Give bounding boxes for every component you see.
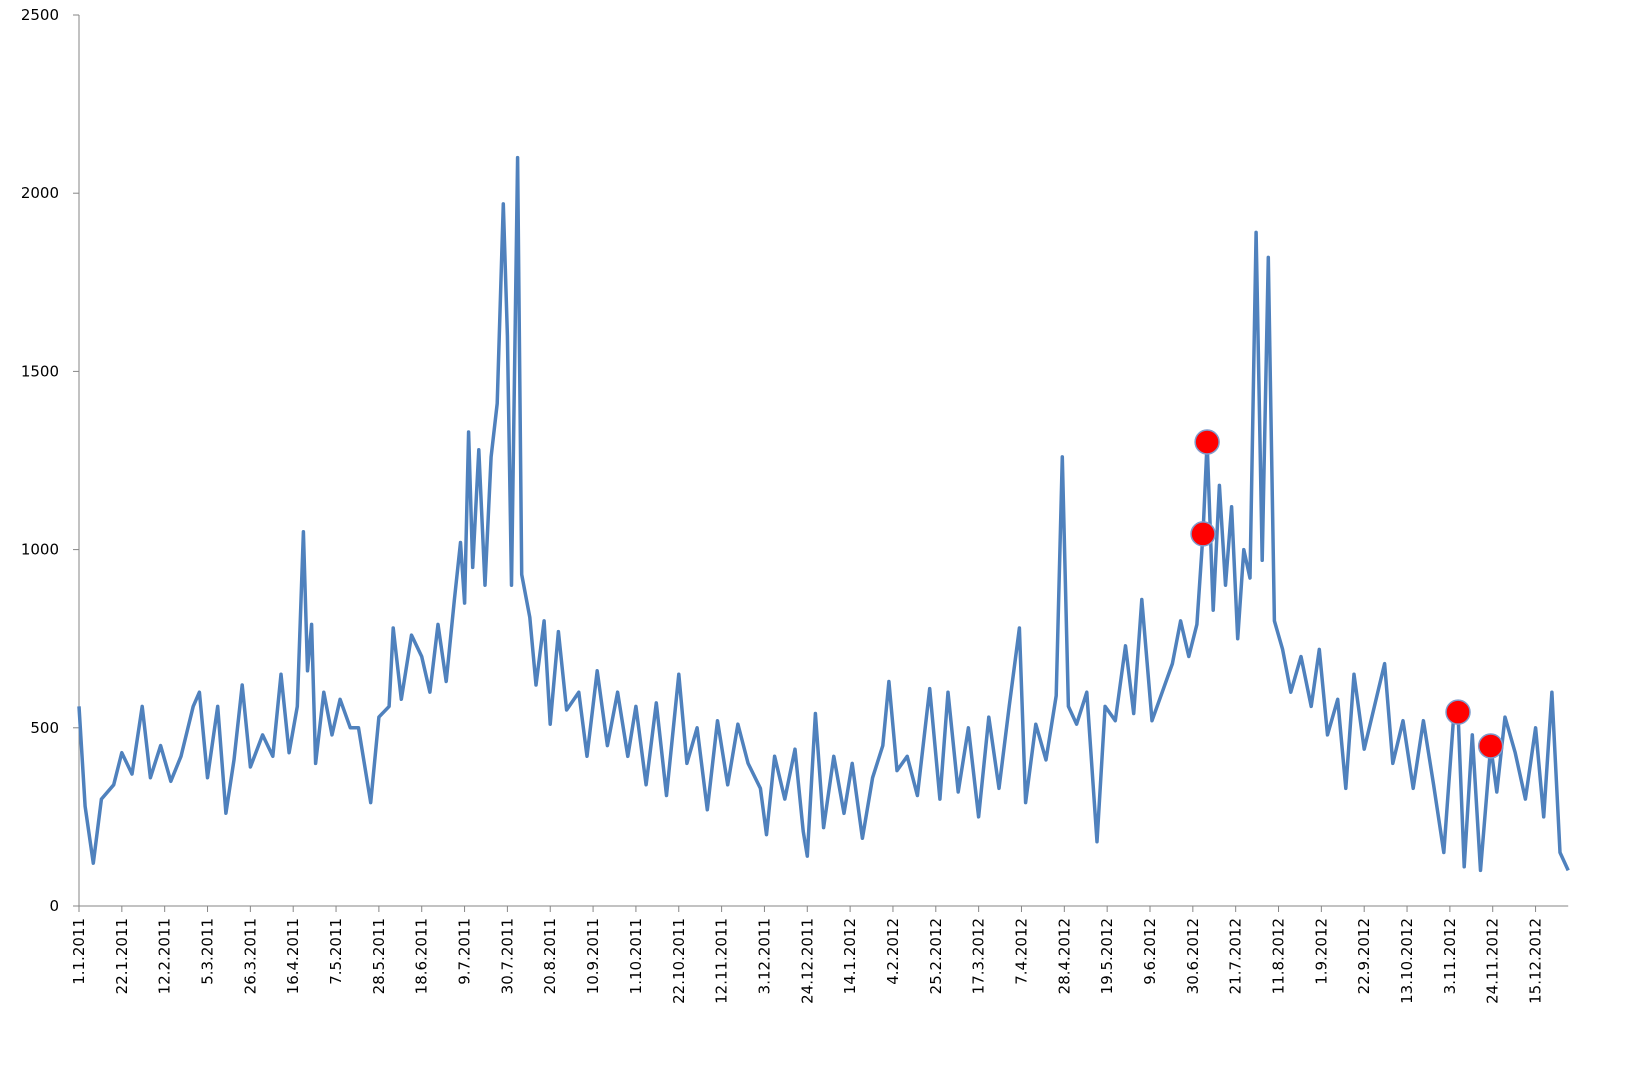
x-tick-label: 7.4.2012: [1012, 918, 1030, 985]
x-tick-label: 12.11.2011: [713, 918, 731, 1004]
x-tick-label: 14.1.2012: [841, 918, 859, 994]
x-tick-label: 3.11.2012: [1441, 918, 1459, 994]
highlight-marker: [1194, 429, 1220, 455]
x-tick-label: 16.4.2011: [284, 918, 302, 994]
x-tick-label: 22.1.2011: [113, 918, 131, 994]
y-tick-label: 2500: [21, 6, 59, 24]
x-tick-label: 30.6.2012: [1184, 918, 1202, 994]
x-tick-label: 26.3.2011: [241, 918, 259, 994]
x-tick-label: 5.3.2011: [199, 918, 217, 985]
x-tick-label: 21.7.2012: [1227, 918, 1245, 994]
x-tick-label: 28.4.2012: [1055, 918, 1073, 994]
x-tick-label: 24.12.2011: [798, 918, 816, 1004]
x-tick-label: 9.6.2012: [1141, 918, 1159, 985]
x-tick-label: 19.5.2012: [1098, 918, 1116, 994]
highlight-marker: [1477, 733, 1504, 759]
x-tick-label: 1.1.2011: [70, 918, 88, 985]
x-tick-label: 24.11.2012: [1484, 918, 1502, 1004]
x-tick-label: 28.5.2011: [370, 918, 388, 994]
x-tick-label: 13.10.2012: [1398, 918, 1416, 1004]
x-tick-label: 1.9.2012: [1312, 918, 1330, 985]
x-tick-label: 12.2.2011: [156, 918, 174, 994]
y-tick-label: 1500: [21, 362, 59, 380]
x-tick-label: 11.8.2012: [1270, 918, 1288, 994]
x-tick-label: 18.6.2011: [413, 918, 431, 994]
x-tick-label: 7.5.2011: [327, 918, 345, 985]
x-tick-label: 30.7.2011: [498, 918, 516, 994]
x-tick-label: 15.12.2012: [1527, 918, 1545, 1004]
highlight-marker: [1190, 521, 1216, 547]
y-tick-label: 500: [30, 719, 59, 737]
x-tick-label: 3.12.2011: [755, 918, 773, 994]
x-tick-label: 25.2.2012: [927, 918, 945, 994]
x-tick-label: 17.3.2012: [970, 918, 988, 994]
x-tick-label: 20.8.2011: [541, 918, 559, 994]
y-tick-label: 2000: [21, 184, 59, 202]
x-tick-label: 9.7.2011: [456, 918, 474, 985]
x-tick-label: 10.9.2011: [584, 918, 602, 994]
highlight-marker: [1445, 699, 1471, 725]
x-tick-label: 4.2.2012: [884, 918, 902, 985]
y-tick-label: 0: [49, 897, 59, 915]
data-line: [77, 155, 1570, 873]
x-tick-label: 1.10.2011: [627, 918, 645, 994]
x-tick-label: 22.9.2012: [1355, 918, 1373, 994]
y-tick-label: 1000: [21, 541, 59, 559]
x-tick-label: 22.10.2011: [670, 918, 688, 1004]
